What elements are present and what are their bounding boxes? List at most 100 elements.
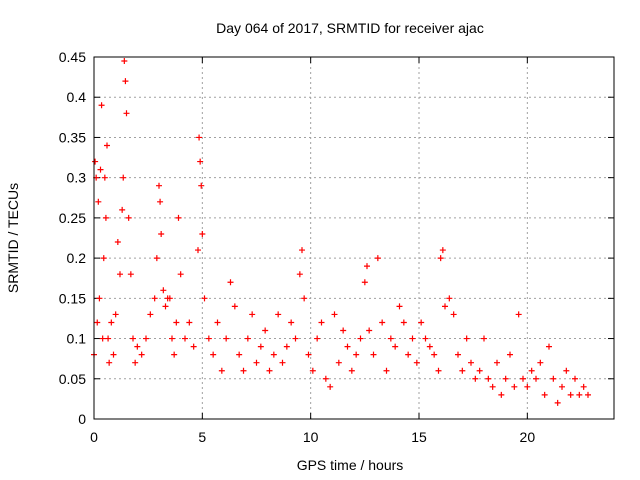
data-point (122, 78, 129, 85)
data-point (305, 351, 312, 358)
x-axis-label: GPS time / hours (297, 457, 404, 473)
data-point (580, 383, 587, 390)
data-point (244, 335, 251, 342)
data-point (138, 351, 145, 358)
data-point (199, 230, 206, 237)
data-point (288, 319, 295, 326)
x-tick-label: 20 (520, 429, 536, 445)
data-points (91, 58, 591, 406)
data-point (314, 335, 321, 342)
y-tick-label: 0.4 (67, 89, 87, 105)
data-point (409, 335, 416, 342)
data-point (559, 383, 565, 390)
data-point (119, 206, 126, 213)
data-point (186, 319, 193, 326)
data-point (485, 375, 492, 382)
data-point (353, 351, 360, 358)
data-point (223, 335, 230, 342)
data-point (190, 343, 197, 350)
data-point (554, 399, 561, 406)
data-point (94, 319, 101, 326)
data-point (266, 367, 273, 374)
data-point (585, 391, 591, 398)
data-point (533, 375, 539, 382)
data-point (400, 319, 407, 326)
data-point (442, 303, 448, 310)
data-point (157, 198, 164, 205)
data-point (379, 319, 386, 326)
y-tick-label: 0.35 (59, 129, 86, 145)
data-point (96, 295, 103, 302)
y-tick-label: 0.45 (59, 49, 86, 65)
data-point (227, 279, 234, 286)
data-point (374, 255, 381, 262)
data-point (331, 311, 338, 318)
tick-labels: 0 0.05 0.1 0.15 0.2 0.25 0.3 0.35 0.4 0.45 0 5 10 15 2… (59, 49, 536, 445)
data-point (364, 263, 370, 270)
data-point (169, 335, 175, 342)
data-point (102, 214, 109, 221)
data-point (327, 383, 334, 390)
y-tick-label: 0.25 (59, 210, 86, 226)
data-point (463, 335, 470, 342)
data-point (439, 247, 446, 254)
data-point (210, 351, 217, 358)
data-point (418, 319, 425, 326)
data-point (196, 134, 203, 141)
data-point (253, 359, 260, 366)
data-point (455, 351, 461, 358)
data-point (240, 367, 247, 374)
data-point (489, 383, 496, 390)
data-point (296, 271, 303, 278)
data-point (344, 343, 351, 350)
data-point (275, 311, 282, 318)
axis-ticks (93, 56, 614, 420)
chart-title: Day 064 of 2017, SRMTID for receiver aja… (216, 20, 484, 36)
data-point (105, 335, 112, 342)
data-point (121, 58, 128, 65)
data-point (98, 102, 105, 109)
data-point (257, 343, 264, 350)
data-point (437, 255, 444, 262)
data-point (100, 255, 107, 262)
data-point (426, 343, 433, 350)
data-point (270, 351, 277, 358)
data-point (108, 319, 115, 326)
y-tick-label: 0.3 (67, 170, 87, 186)
data-point (541, 391, 548, 398)
data-point (205, 335, 212, 342)
data-point (301, 295, 308, 302)
data-point (132, 359, 139, 366)
data-point (177, 271, 184, 278)
data-point (214, 319, 221, 326)
y-tick-label: 0 (78, 411, 86, 427)
data-point (431, 351, 438, 358)
data-point (422, 335, 429, 342)
data-point (112, 311, 119, 318)
data-point (97, 166, 104, 173)
y-tick-label: 0.2 (67, 250, 87, 266)
x-tick-label: 0 (90, 429, 98, 445)
data-point (106, 359, 113, 366)
y-axis-label: SRMTID / TECUs (5, 183, 21, 293)
data-point (195, 247, 201, 254)
data-point (446, 295, 453, 302)
data-point (335, 359, 342, 366)
data-point (134, 343, 141, 350)
data-point (173, 319, 180, 326)
data-point (576, 391, 583, 398)
data-point (322, 375, 329, 382)
data-point (156, 182, 162, 189)
y-tick-label: 0.1 (67, 331, 87, 347)
data-point (567, 391, 574, 398)
data-point (472, 375, 479, 382)
data-point (218, 367, 225, 374)
data-point (396, 303, 403, 310)
data-point (123, 110, 130, 117)
data-point (528, 367, 535, 374)
data-point (175, 214, 182, 221)
data-point (340, 327, 347, 334)
data-point (249, 311, 256, 318)
data-point (546, 343, 552, 350)
data-point (494, 359, 500, 366)
